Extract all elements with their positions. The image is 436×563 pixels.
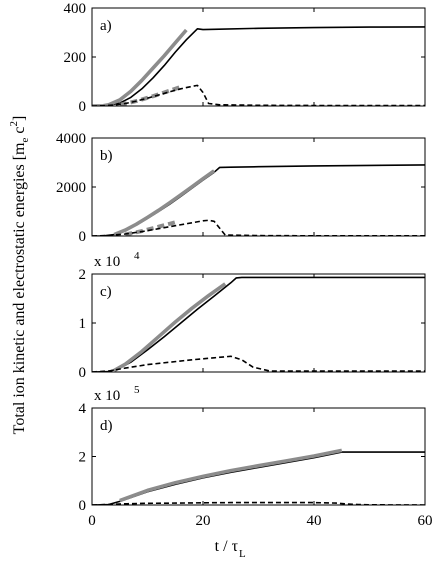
panel-frame: [91, 407, 426, 506]
y-tick-label: 4: [79, 401, 87, 417]
series-line-solid: [92, 276, 425, 372]
panel-4: 0 20 40 60 0 2 4 d) x 10 5: [79, 384, 433, 529]
series-line-solid: [92, 451, 425, 505]
series-line-gray: [92, 28, 188, 106]
axis-multiplier-exp: 5: [134, 384, 140, 396]
x-tick-label: 20: [196, 513, 211, 529]
panel-frame: [91, 273, 426, 373]
y-tick-label: 2: [79, 267, 87, 283]
ylabel-close: ]: [11, 116, 28, 121]
y-tick-label: 200: [64, 50, 87, 66]
y-tick-label: 0: [79, 229, 87, 245]
y-axis-label: Total ion kinetic and electrostatic ener…: [8, 116, 31, 435]
y-tick-label: 0: [79, 365, 87, 381]
x-tick-label: 0: [88, 513, 96, 529]
svg-text:Total ion kinetic and electros: Total ion kinetic and electrostatic ener…: [8, 116, 31, 435]
series-line-gray: [113, 169, 216, 236]
panel-label: b): [100, 148, 113, 164]
panel-label: d): [100, 418, 113, 434]
panel-label: a): [100, 18, 112, 34]
series-line-solid: [92, 164, 425, 236]
y-tick-label: 0: [79, 498, 87, 514]
x-tick-label: 40: [307, 513, 322, 529]
y-tick-label: 0: [79, 99, 87, 115]
series-line-dashed: [92, 84, 425, 106]
series-group: [92, 26, 425, 106]
xlabel-sub: L: [239, 548, 246, 560]
x-tick-label: 60: [418, 513, 433, 529]
series-line-gray: [119, 448, 343, 503]
series-line-dashed: [92, 355, 425, 372]
y-tick-label: 1: [79, 316, 87, 332]
series-group: [92, 164, 425, 236]
xlabel-main: t / τ: [215, 538, 239, 555]
series-group: [92, 448, 425, 505]
y-tick-label: 2000: [56, 180, 86, 196]
ylabel-unit: c: [11, 127, 28, 138]
panel-frame: [91, 137, 426, 237]
series-line-solid: [92, 26, 425, 106]
ylabel-main: Total ion kinetic and electrostatic ener…: [11, 142, 28, 434]
y-tick-label: 2: [79, 450, 87, 466]
ylabel-sub-e: e: [19, 138, 31, 143]
panel-2: 0 2000 4000 b): [56, 131, 426, 245]
ylabel-sup: 2: [8, 121, 20, 127]
panel-label: c): [100, 284, 112, 300]
axis-multiplier-exp: 4: [134, 250, 140, 262]
axis-multiplier: x 10: [94, 388, 120, 404]
y-tick-label: 4000: [56, 131, 86, 147]
series-line-dashed: [92, 501, 425, 505]
axis-multiplier: x 10: [94, 254, 120, 270]
y-tick-label: 400: [64, 1, 87, 17]
series-line-gray: [113, 282, 227, 372]
panel-3: 0 1 2 c) x 10 4: [79, 250, 426, 381]
series-line-grayDash: [119, 85, 182, 106]
svg-text:t / τ: t / τ: [215, 538, 239, 555]
series-group: [92, 276, 425, 372]
panel-1: 0 200 400 a): [64, 1, 426, 115]
panel-frame: [91, 7, 426, 107]
x-axis-label: t / τ L: [215, 538, 246, 560]
